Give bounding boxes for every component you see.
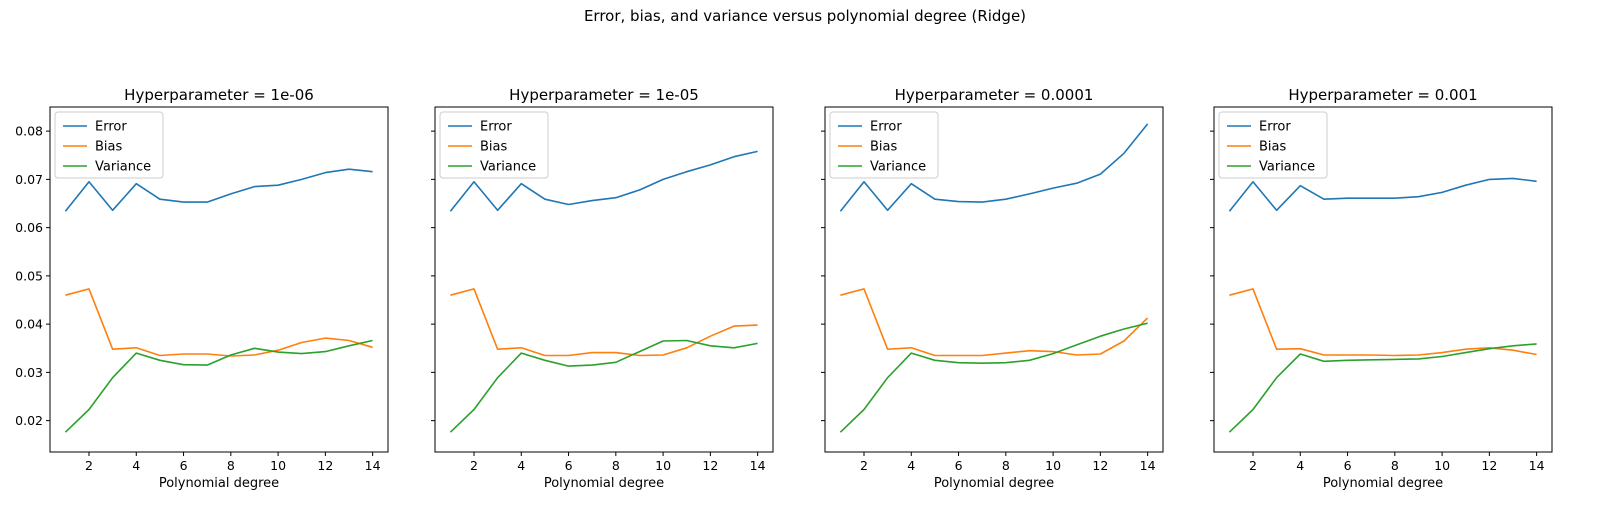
legend-label-bias: Bias [1259, 140, 1286, 155]
legend-label-bias: Bias [95, 140, 122, 155]
series-line-variance [1228, 343, 1537, 433]
x-tick-label: 6 [180, 458, 188, 473]
axes-frame [1213, 106, 1553, 453]
x-tick-label: 8 [227, 458, 235, 473]
subplot-title: Hyperparameter = 1e-05 [509, 86, 699, 104]
x-tick-label: 12 [317, 458, 333, 473]
subplot-4: Hyperparameter = 0.001 2 4 6 8 10 12 14 Polynomi… [1210, 86, 1553, 491]
subplot-title: Hyperparameter = 1e-06 [124, 86, 314, 104]
y-tick-label: 0.08 [15, 124, 43, 139]
series-line-variance [839, 322, 1148, 433]
x-tick-label: 4 [1296, 458, 1304, 473]
x-axis-label: Polynomial degree [544, 476, 664, 491]
x-axis-label: Polynomial degree [934, 476, 1054, 491]
x-tick-label: 2 [85, 458, 93, 473]
legend-label-error: Error [870, 120, 902, 135]
legend: Error Bias Variance [1218, 111, 1328, 179]
axes-frame [49, 106, 389, 453]
legend-box [1218, 111, 1328, 179]
x-tick-label: 10 [655, 458, 671, 473]
x-tick-label: 6 [955, 458, 963, 473]
legend-box [439, 111, 549, 179]
legend-label-error: Error [95, 120, 127, 135]
series-line-variance [64, 339, 373, 433]
x-tick-label: 8 [1002, 458, 1010, 473]
series-line-bias [840, 288, 1149, 357]
series-line-bias [1229, 288, 1537, 357]
series-line-error [839, 123, 1149, 212]
x-tick-label: 8 [612, 458, 620, 473]
x-tick-label: 6 [565, 458, 573, 473]
x-tick-label: 12 [702, 458, 718, 473]
series-line-error [64, 168, 373, 212]
x-tick-label: 10 [1045, 458, 1061, 473]
x-tick-label: 14 [1529, 458, 1545, 473]
y-tick-label: 0.04 [15, 317, 43, 332]
x-tick-label: 14 [1140, 458, 1156, 473]
x-tick-label: 14 [750, 458, 766, 473]
series-line-error [449, 150, 758, 212]
legend-label-variance: Variance [95, 160, 151, 175]
x-axis-label: Polynomial degree [159, 476, 279, 491]
series-line-bias [450, 288, 758, 357]
x-tick-label: 2 [1249, 458, 1257, 473]
subplot-3: Hyperparameter = 0.0001 2 4 6 8 10 12 14 Polynom… [821, 86, 1164, 491]
legend: Error Bias Variance [829, 111, 939, 179]
legend-label-variance: Variance [1259, 160, 1315, 175]
panels: Hyperparameter = 1e-06 2 4 6 8 10 12 14 0.02 0.03… [15, 86, 1553, 491]
subplot-title: Hyperparameter = 0.0001 [895, 86, 1094, 104]
series-line-variance [449, 339, 758, 433]
x-tick-label: 8 [1391, 458, 1399, 473]
axes-frame [434, 106, 774, 453]
legend-label-bias: Bias [480, 140, 507, 155]
legend: Error Bias Variance [439, 111, 549, 179]
x-tick-label: 14 [365, 458, 381, 473]
legend-box [54, 111, 164, 179]
y-tick-label: 0.06 [15, 220, 43, 235]
subplot-title: Hyperparameter = 0.001 [1288, 86, 1477, 104]
legend-label-error: Error [480, 120, 512, 135]
y-tick-label: 0.07 [15, 172, 43, 187]
subplot-1: Hyperparameter = 1e-06 2 4 6 8 10 12 14 0.02 0.03… [15, 86, 389, 491]
x-tick-label: 4 [517, 458, 525, 473]
y-tick-label: 0.02 [15, 413, 43, 428]
legend-box [829, 111, 939, 179]
series-line-bias [65, 288, 373, 357]
x-tick-label: 4 [907, 458, 915, 473]
legend-label-variance: Variance [870, 160, 926, 175]
legend-label-error: Error [1259, 120, 1291, 135]
x-tick-label: 10 [270, 458, 286, 473]
legend-label-variance: Variance [480, 160, 536, 175]
x-tick-label: 10 [1434, 458, 1450, 473]
x-axis-label: Polynomial degree [1323, 476, 1443, 491]
figure-title: Error, bias, and variance versus polynom… [584, 7, 1026, 25]
x-tick-label: 12 [1481, 458, 1497, 473]
x-tick-label: 2 [860, 458, 868, 473]
x-tick-label: 2 [470, 458, 478, 473]
x-tick-label: 6 [1344, 458, 1352, 473]
legend: Error Bias Variance [54, 111, 164, 179]
x-tick-label: 12 [1092, 458, 1108, 473]
legend-label-bias: Bias [870, 140, 897, 155]
x-tick-label: 4 [132, 458, 140, 473]
y-tick-label: 0.05 [15, 268, 43, 283]
y-tick-label: 0.03 [15, 365, 43, 380]
subplot-2: Hyperparameter = 1e-05 2 4 6 8 10 12 14 Polynomi… [431, 86, 774, 491]
series-line-error [1228, 177, 1537, 212]
axes-frame [824, 106, 1164, 453]
